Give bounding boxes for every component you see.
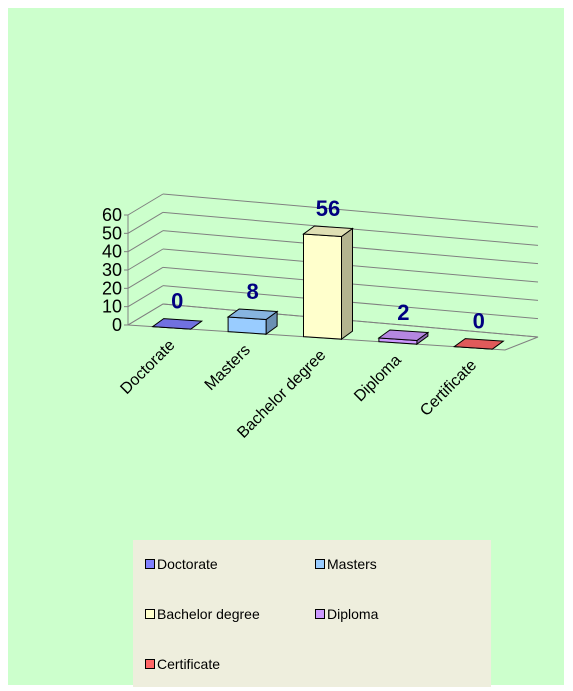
legend-label: Bachelor degree <box>157 606 260 622</box>
y-tick-label: 40 <box>102 242 122 262</box>
data-label: 2 <box>397 300 409 325</box>
gridline-side <box>127 211 164 234</box>
bar-top <box>151 318 204 330</box>
legend-swatch <box>315 609 325 619</box>
bar-top <box>302 225 354 238</box>
y-tick-label: 10 <box>102 297 122 317</box>
legend-swatch <box>145 659 155 669</box>
y-tick-label: 20 <box>102 278 122 298</box>
gridline-side <box>127 193 164 216</box>
bar-certificate <box>452 338 505 350</box>
legend-swatch <box>315 559 325 569</box>
legend-label: Diploma <box>327 606 379 622</box>
data-label: 0 <box>171 289 183 314</box>
legend-item: Certificate <box>145 656 220 672</box>
legend-label: Certificate <box>157 656 221 672</box>
data-label: 0 <box>473 309 485 334</box>
bar-diploma <box>377 329 430 346</box>
gridline-side <box>127 303 164 326</box>
bar-top <box>377 329 430 342</box>
x-tick-label: Bachelor degree <box>234 347 329 442</box>
data-label: 8 <box>246 279 258 304</box>
bar-top <box>452 338 505 350</box>
gridline-side <box>127 248 164 271</box>
x-tick-label: Doctorate <box>117 337 178 398</box>
x-tick-label: Masters <box>202 342 254 394</box>
data-label: 56 <box>316 196 340 221</box>
x-tick-label: Diploma <box>351 352 405 406</box>
gridline-side <box>127 285 164 308</box>
bar-top <box>226 308 279 321</box>
legend-swatch <box>145 559 155 569</box>
legend-item: Doctorate <box>145 556 218 572</box>
x-tick-label: Certificate <box>417 357 480 420</box>
gridline-side <box>127 266 164 289</box>
y-tick-label: 0 <box>112 315 122 335</box>
legend-label: Masters <box>327 556 377 572</box>
legend-label: Doctorate <box>157 556 218 572</box>
bar-bachelor-degree <box>302 225 354 341</box>
bar-side <box>341 227 353 341</box>
legend-item: Diploma <box>315 606 378 622</box>
legend-swatch <box>145 609 155 619</box>
bar-doctorate <box>151 318 204 330</box>
legend-item: Masters <box>315 556 377 572</box>
y-tick-label: 60 <box>102 205 122 225</box>
chart-legend: Doctorate Masters Bachelor degree Diploma Ce… <box>133 540 491 687</box>
bar-front <box>303 233 342 340</box>
bar-masters <box>226 308 279 336</box>
legend-item: Bachelor degree <box>145 606 260 622</box>
y-tick-label: 50 <box>102 223 122 243</box>
y-tick-label: 30 <box>102 260 122 280</box>
gridline <box>162 193 539 228</box>
gridline-side <box>127 230 164 253</box>
